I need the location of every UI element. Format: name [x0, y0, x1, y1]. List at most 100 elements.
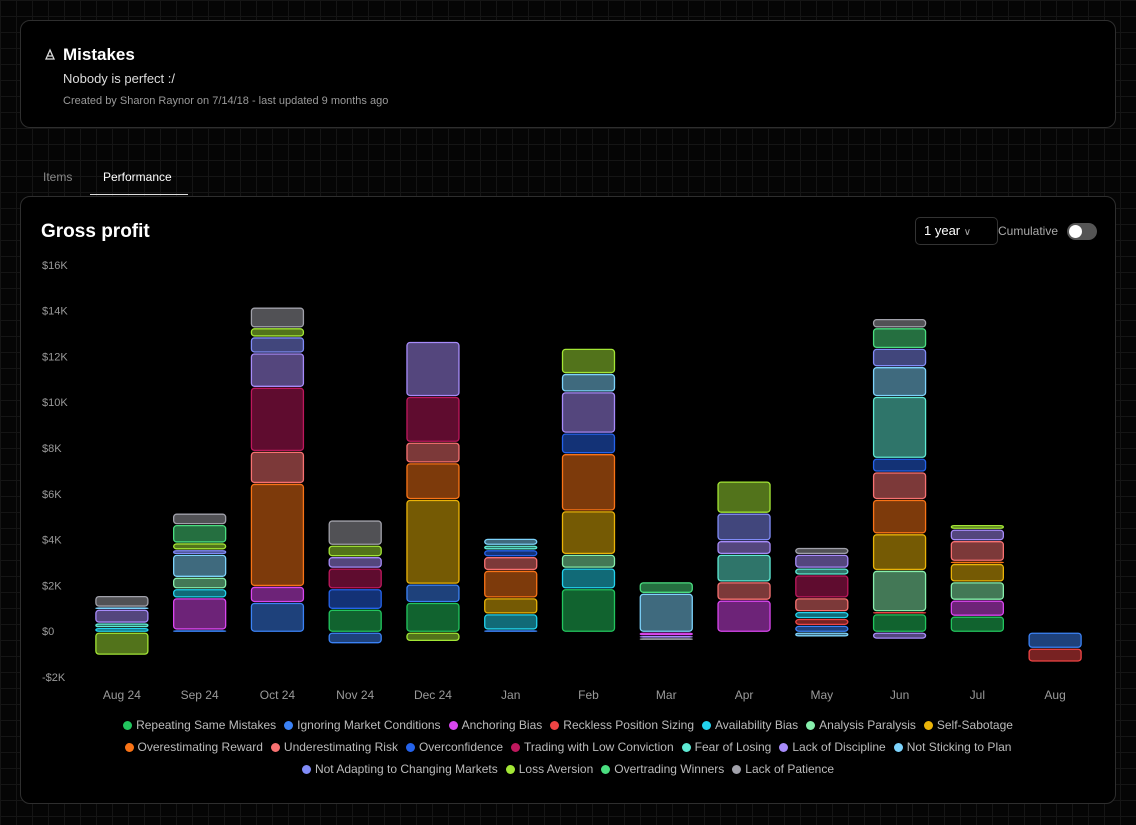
header-card: Mistakes Nobody is perfect :/ Created by…	[20, 20, 1116, 128]
cumulative-toggle[interactable]	[1067, 223, 1097, 240]
bar-segment	[561, 348, 616, 374]
bar-segment	[95, 627, 149, 632]
legend-item[interactable]: Overtrading Winners	[601, 762, 724, 776]
x-tick-label: Dec 24	[414, 688, 452, 702]
bar-segment	[173, 589, 227, 598]
legend-item[interactable]: Repeating Same Mistakes	[123, 718, 276, 732]
legend-item[interactable]: Overconfidence	[405, 740, 504, 754]
legend-label: Availability Bias	[715, 718, 799, 732]
bar-segment	[872, 328, 927, 349]
legend-label: Anchoring Bias	[461, 718, 543, 732]
legend: Repeating Same Mistakes Ignoring Market C…	[20, 714, 1116, 780]
bar-segment	[250, 483, 305, 587]
x-tick-label: Jun	[890, 688, 909, 702]
bar-segment	[872, 499, 927, 534]
bar-segment	[406, 442, 460, 463]
x-tick-label: Aug 24	[103, 688, 141, 702]
bar-segment	[406, 341, 460, 397]
legend-swatch	[301, 764, 311, 774]
legend-item[interactable]: Loss Aversion	[505, 762, 594, 776]
tab-active[interactable]: Performance	[103, 170, 172, 184]
range-dropdown[interactable]: 1 year ∨	[915, 217, 998, 245]
bar-segment	[328, 520, 382, 545]
bar-segment	[561, 554, 616, 568]
legend-swatch	[779, 742, 789, 752]
bar-segment	[406, 396, 460, 442]
bar-segment	[950, 529, 1004, 541]
bar-segment	[250, 586, 305, 603]
legend-label: Trading with Low Conviction	[524, 740, 674, 754]
bar-segment	[406, 632, 460, 642]
tab[interactable]: Items	[43, 170, 73, 184]
legend-label: Not Adapting to Changing Markets	[314, 762, 498, 776]
bar-segment	[250, 602, 305, 632]
bar-segment	[406, 499, 460, 584]
bar-segment	[95, 595, 149, 607]
bar-segment	[872, 396, 927, 458]
legend-item[interactable]: Lack of Patience	[732, 762, 834, 776]
bar-segment	[639, 593, 693, 632]
legend-label: Analysis Paralysis	[819, 718, 916, 732]
toggle-knob	[1069, 225, 1082, 238]
bar-segment	[484, 545, 538, 550]
legend-swatch	[732, 764, 742, 774]
legend-label: Underestimating Risk	[283, 740, 398, 754]
legend-item[interactable]: Availability Bias	[702, 718, 798, 732]
bar-segment	[250, 307, 305, 328]
legend-item[interactable]: Self-Sabotage	[923, 718, 1013, 732]
bar-segment	[561, 373, 616, 392]
bar-segment	[173, 524, 227, 543]
bar-segment	[561, 511, 616, 555]
bar-segment	[872, 570, 927, 612]
legend-label: Overconfidence	[418, 740, 504, 754]
legend-item[interactable]: Reckless Position Sizing	[550, 718, 694, 732]
bar-segment	[950, 541, 1004, 561]
bar-segment	[95, 609, 149, 623]
bar-segment	[250, 353, 305, 387]
bar-segment	[95, 623, 149, 628]
x-tick-label: Mar	[656, 688, 677, 702]
icon	[44, 48, 56, 60]
legend-item[interactable]: Not Sticking to Plan	[893, 740, 1011, 754]
bar-segment	[795, 618, 849, 626]
legend-item[interactable]: Anchoring Bias	[448, 718, 543, 732]
range-label: 1 year	[924, 223, 961, 238]
legend-swatch	[923, 720, 933, 730]
bar-segment	[484, 538, 538, 545]
legend-item[interactable]: Lack of Discipline	[779, 740, 886, 754]
legend-item[interactable]: Overestimating Reward	[124, 740, 263, 754]
legend-swatch	[806, 720, 816, 730]
legend-swatch	[511, 742, 521, 752]
bar-segment	[872, 458, 927, 472]
legend-item[interactable]: Underestimating Risk	[270, 740, 398, 754]
y-tick-label: $6K	[42, 489, 62, 501]
bar-segment	[717, 600, 771, 632]
bar-segment	[717, 513, 771, 541]
bar-segment	[639, 582, 693, 593]
bar-segment	[250, 387, 305, 452]
bar-segment	[795, 554, 849, 568]
y-tick-label: $0	[42, 626, 54, 638]
legend-label: Reckless Position Sizing	[563, 718, 695, 732]
cumulative-label: Cumulative	[998, 224, 1059, 238]
tab-underline	[90, 194, 188, 195]
bar-segment	[950, 563, 1004, 582]
legend-swatch	[601, 764, 611, 774]
x-tick-label: Sep 24	[181, 688, 219, 702]
bar-segment	[950, 616, 1004, 632]
legend-item[interactable]: Ignoring Market Conditions	[284, 718, 441, 732]
bar-segment	[328, 632, 382, 644]
legend-item[interactable]: Trading with Low Conviction	[511, 740, 674, 754]
legend-item[interactable]: Not Adapting to Changing Markets	[301, 762, 498, 776]
legend-swatch	[505, 764, 515, 774]
bar-segment	[250, 451, 305, 484]
legend-item[interactable]: Fear of Losing	[681, 740, 771, 754]
bar-segment	[484, 557, 538, 571]
bar-segment	[872, 632, 927, 639]
bar-segment	[795, 575, 849, 598]
legend-label: Loss Aversion	[518, 762, 594, 776]
bar-segment	[1028, 648, 1082, 662]
legend-item[interactable]: Analysis Paralysis	[806, 718, 916, 732]
legend-swatch	[893, 742, 903, 752]
